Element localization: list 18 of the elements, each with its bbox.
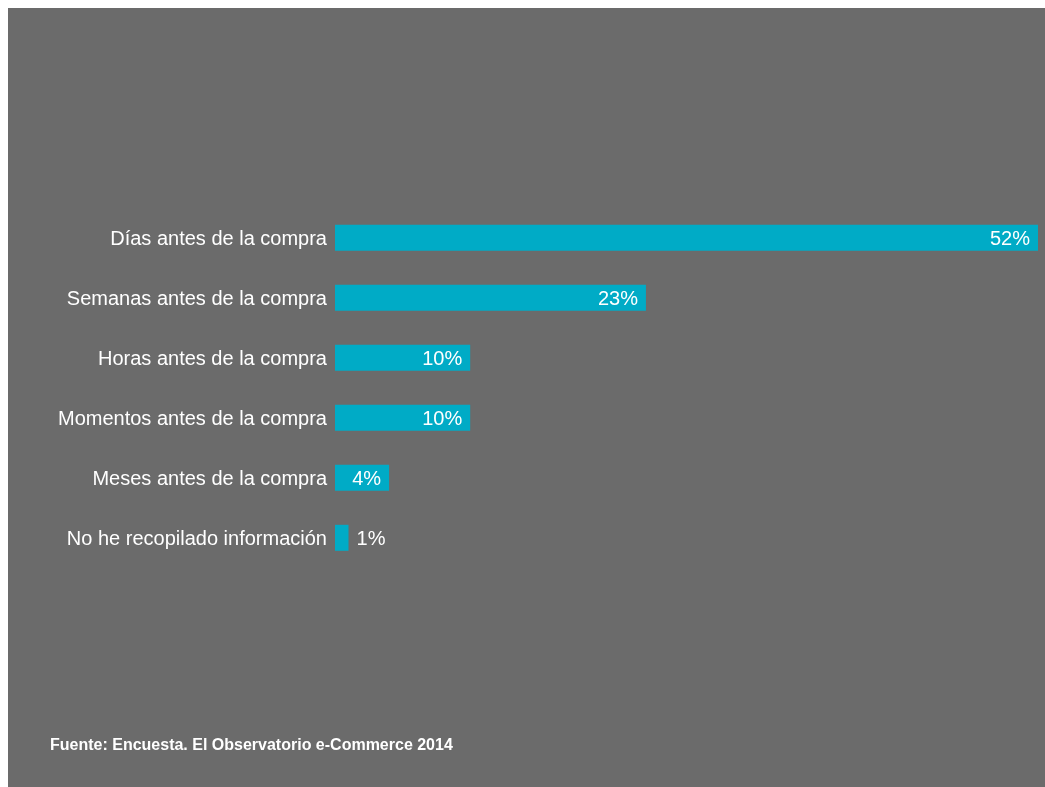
bar bbox=[335, 344, 471, 371]
y-tick-label: Horas antes de la compra bbox=[97, 347, 328, 370]
bar bbox=[335, 224, 1038, 251]
data-label: 4% bbox=[352, 466, 382, 489]
source-note: Fuente: Encuesta. El Observatorio e-Commerce 2014 bbox=[50, 736, 453, 754]
bar bbox=[335, 524, 349, 551]
data-label: 10% bbox=[422, 406, 463, 429]
y-tick-label: Semanas antes de la compra bbox=[66, 287, 328, 310]
y-tick-label: Meses antes de la compra bbox=[92, 467, 328, 490]
bar bbox=[335, 404, 471, 431]
y-tick-label: No he recopilado información bbox=[66, 527, 327, 550]
data-label: 52% bbox=[989, 226, 1031, 249]
data-label: 23% bbox=[597, 286, 639, 309]
y-tick-label: Días antes de la compra bbox=[110, 227, 328, 250]
data-label: 10% bbox=[422, 346, 463, 369]
bar bbox=[335, 284, 646, 311]
y-tick-label: Momentos antes de la compra bbox=[57, 407, 328, 430]
data-label: 1% bbox=[356, 526, 386, 549]
